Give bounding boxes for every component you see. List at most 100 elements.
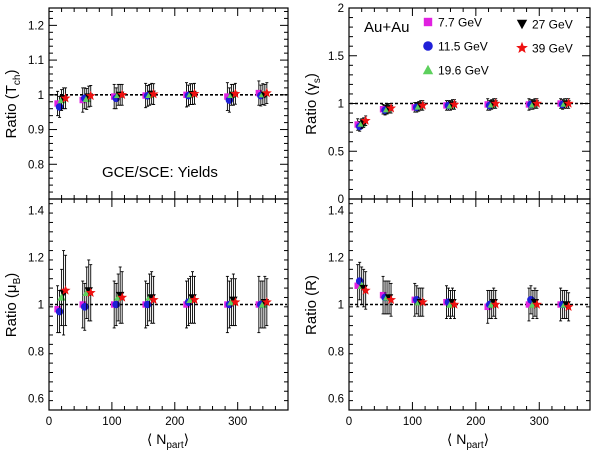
data-point (54, 100, 61, 107)
series-39-gev (60, 82, 272, 110)
data-point (224, 93, 231, 100)
y-tick-label: 1.1 (28, 55, 44, 67)
y-tick-label: 1.2 (28, 253, 44, 265)
data-point (55, 103, 64, 111)
legend-item: 7.7 GeV (423, 16, 482, 30)
legend-item: 19.6 GeV (422, 64, 489, 78)
series-39-gev (360, 98, 574, 126)
data-point (386, 294, 396, 305)
data-point (449, 299, 460, 309)
y-tick-label: 2 (338, 3, 344, 15)
panel-frame (48, 198, 289, 411)
data-point (525, 301, 533, 308)
data-point (117, 292, 128, 302)
data-point (112, 300, 120, 309)
legend-marker (423, 41, 433, 51)
y-tick-label: 0.5 (328, 146, 344, 158)
legend-item: 11.5 GeV (423, 40, 488, 54)
figure-label: GCE/SCE: Yields (102, 164, 218, 181)
data-point (230, 88, 241, 98)
legend-label: 11.5 GeV (438, 40, 488, 54)
data-point (55, 307, 64, 316)
y-tick-label: 1.2 (28, 20, 44, 32)
series-39-gev (360, 271, 574, 322)
y-tick-label: 1 (38, 300, 44, 312)
x-tick-label: 200 (466, 416, 485, 428)
data-point (490, 299, 501, 309)
y-tick-label: 1.4 (328, 206, 345, 218)
x-tick-label: 300 (228, 416, 247, 428)
y-axis-label-bottom-left: Ratio (μB) (3, 273, 23, 338)
y-tick-label: 0.8 (28, 159, 44, 171)
legend-item: 27 GeV (516, 18, 573, 32)
y-tick-label: 0.9 (28, 125, 44, 137)
data-point (189, 294, 200, 305)
data-point (60, 93, 71, 103)
data-point (80, 303, 89, 311)
data-point (563, 98, 574, 108)
y-tick-label: 1 (38, 90, 44, 102)
panel-top-right: 0 0.5 1 1.5 2 (328, 3, 591, 206)
data-point (531, 299, 542, 309)
panel-bottom-right: 0.6 0.8 1 1.2 1.4 0 100 200 300 (328, 198, 591, 428)
y-tick-label: 0.8 (328, 346, 344, 358)
data-point (261, 87, 272, 98)
panel-top-left: 0.8 0.9 1 1.1 1.2 (28, 7, 289, 200)
x-tick-label: 0 (46, 416, 52, 428)
data-point (148, 88, 159, 99)
data-point (60, 285, 71, 295)
legend-marker (516, 41, 528, 54)
x-tick-label: 100 (403, 416, 422, 428)
data-point (563, 301, 574, 312)
system-label: Au+Au (364, 19, 409, 36)
data-point (189, 88, 200, 98)
y-axis-label-top-left: Ratio (Tch) (3, 70, 23, 139)
panel-frame (348, 198, 591, 411)
data-point (117, 89, 128, 100)
y-tick-label: 1.2 (328, 253, 344, 265)
x-axis-label-right: ⟨ Npart⟩ (447, 431, 489, 451)
y-tick-label: 0.6 (328, 393, 344, 405)
x-tick-label: 0 (346, 416, 352, 428)
legend-marker (423, 17, 433, 27)
legend-marker (516, 19, 528, 30)
data-point (531, 98, 542, 108)
data-point (360, 115, 371, 125)
y-tick-label: 1.5 (328, 51, 344, 63)
data-point (360, 285, 371, 295)
y-tick-label: 1 (338, 300, 344, 312)
data-point (417, 296, 428, 307)
x-axis-label-left: ⟨ Npart⟩ (147, 431, 189, 451)
legend-label: 7.7 GeV (438, 16, 482, 30)
data-point (417, 100, 428, 110)
legend-item: 39 GeV (516, 42, 573, 56)
data-point (85, 90, 96, 101)
legend-marker (422, 64, 434, 75)
y-axis-label-bottom-right: Ratio (R) (303, 275, 320, 335)
y-tick-label: 0.8 (28, 346, 44, 358)
legend: 7.7 GeV 11.5 GeV 19.6 GeV 27 GeV 39 GeV (422, 16, 573, 78)
data-point (449, 99, 460, 109)
y-axis-label-top-right: Ratio (γs) (303, 73, 323, 135)
data-point (490, 98, 501, 108)
legend-label: 27 GeV (532, 18, 573, 32)
data-point (85, 287, 96, 297)
y-tick-label: 0 (338, 194, 344, 206)
data-point (354, 282, 361, 289)
x-tick-label: 300 (530, 416, 549, 428)
legend-label: 39 GeV (532, 42, 573, 56)
legend-label: 19.6 GeV (438, 64, 489, 78)
y-tick-label: 0.6 (28, 393, 44, 405)
data-point (386, 103, 396, 113)
y-tick-label: 1.4 (28, 206, 45, 218)
data-point (143, 300, 152, 309)
x-tick-label: 200 (165, 416, 184, 428)
y-tick-label: 1 (338, 99, 344, 111)
series-39-gev (60, 254, 272, 327)
data-point (230, 296, 241, 307)
panel-bottom-left: 0.6 0.8 1 1.2 1.4 0 100 200 300 (28, 198, 289, 428)
data-point (148, 294, 159, 305)
x-tick-label: 100 (102, 416, 121, 428)
data-point (261, 296, 272, 307)
